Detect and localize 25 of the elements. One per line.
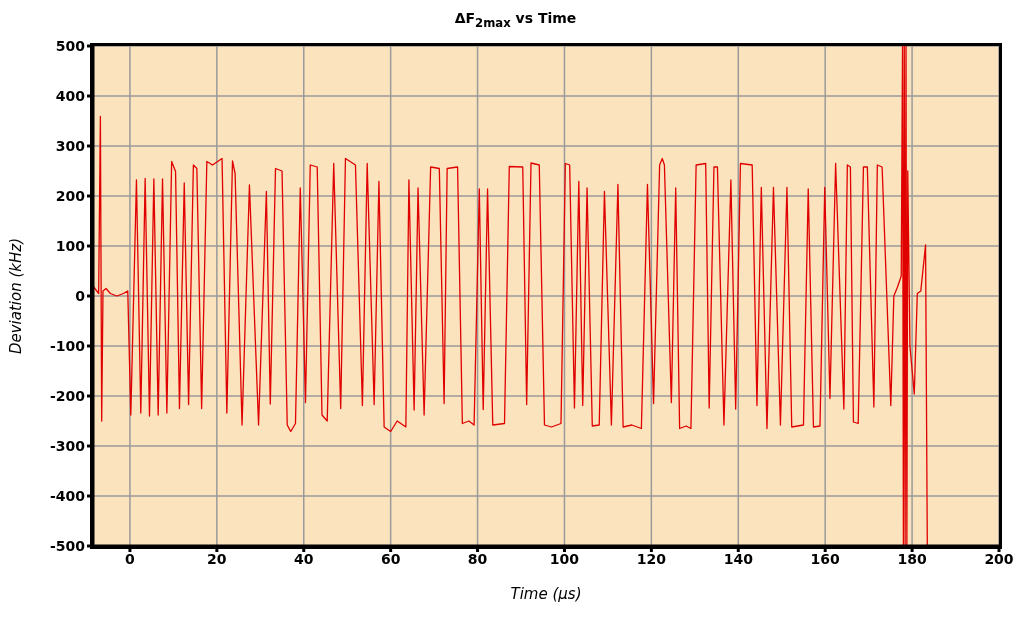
y-tick-label: -100 [49, 337, 86, 354]
y-tick-label: 100 [55, 237, 86, 254]
y-tick-label: -400 [49, 487, 86, 504]
x-tick-label: 0 [125, 550, 136, 567]
x-tick-label: 80 [467, 550, 488, 567]
x-tick-label: 20 [207, 550, 227, 567]
y-tick-label: -200 [49, 387, 86, 404]
x-tick-label: 40 [294, 550, 314, 567]
y-tick-label: 300 [55, 137, 86, 154]
x-tick-label: 120 [636, 550, 667, 567]
y-tick-label: 200 [55, 187, 86, 204]
x-axis-title: Time (µs) [510, 585, 582, 603]
y-tick-label: -300 [49, 437, 86, 454]
y-tick-label: 400 [55, 87, 86, 104]
x-tick-label: 160 [810, 550, 841, 567]
x-tick-label: 200 [984, 550, 1014, 567]
y-axis-title: Deviation (kHz) [7, 237, 26, 355]
y-tick-label: 500 [55, 37, 86, 54]
chart-title: ΔF$_{2max}$ vs Time [453, 9, 578, 32]
x-tick-label: 180 [897, 550, 927, 567]
x-tick-label: 140 [723, 550, 754, 567]
x-tick-label: 100 [549, 550, 580, 567]
y-tick-label: -500 [49, 537, 86, 554]
y-tick-label: 0 [75, 287, 86, 304]
x-tick-label: 60 [380, 550, 401, 567]
